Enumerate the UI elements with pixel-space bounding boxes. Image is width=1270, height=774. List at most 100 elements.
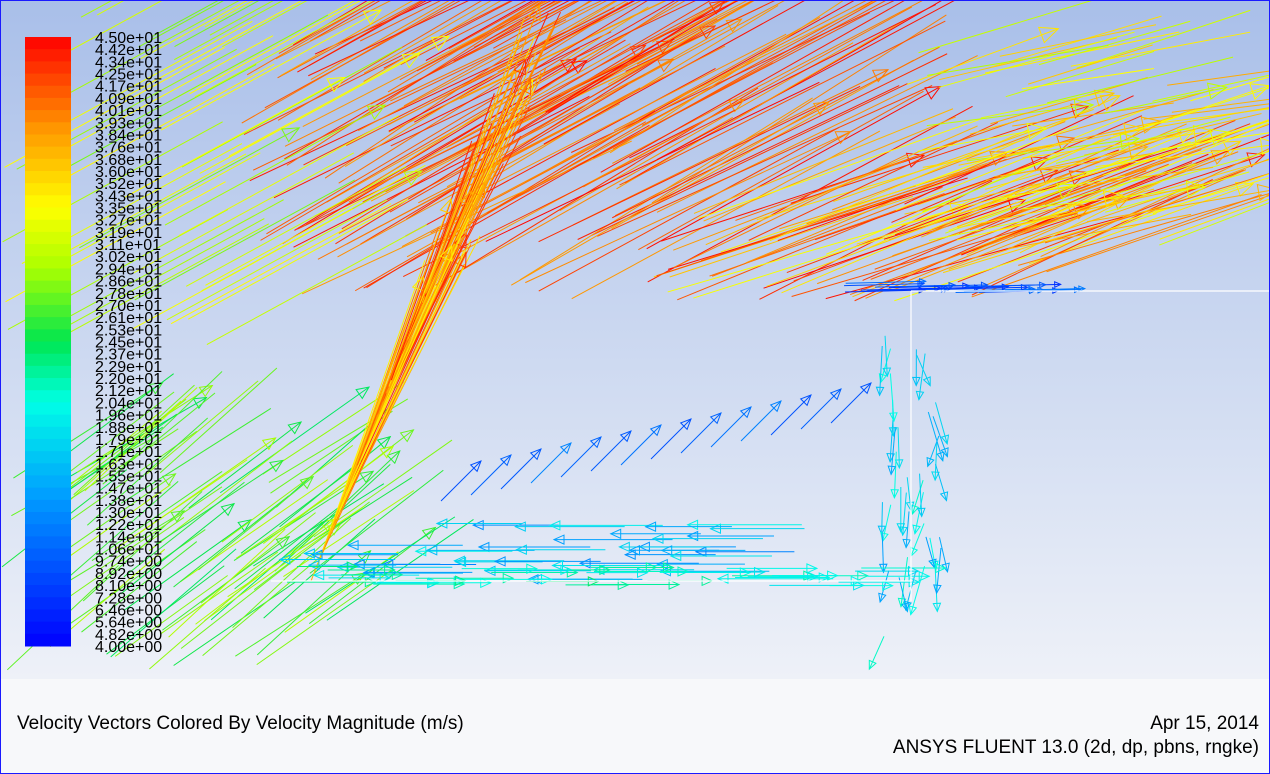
velocity-vector-head [940, 434, 950, 445]
velocity-vector-head [917, 280, 926, 288]
velocity-vector [198, 476, 314, 571]
velocity-vector [1053, 131, 1230, 183]
velocity-vector [326, 518, 474, 621]
colorbar-swatch [25, 402, 71, 416]
velocity-vector [938, 537, 948, 572]
velocity-vector [1055, 116, 1231, 164]
velocity-vector [363, 124, 650, 289]
velocity-vector [756, 139, 1025, 221]
velocity-vector [188, 421, 302, 509]
velocity-vector-head [376, 435, 392, 450]
velocity-vector [390, 1, 696, 147]
velocity-vector-head [346, 539, 359, 551]
velocity-vector-head [651, 533, 664, 544]
velocity-vector-head [708, 1, 726, 15]
velocity-vector [971, 179, 1213, 296]
velocity-vector [371, 163, 504, 429]
colorbar-tick-label: 2.04e+01 [95, 395, 162, 412]
velocity-vector [293, 95, 590, 248]
velocity-vector-head [469, 460, 482, 473]
colorbar-tick-label: 8.92e+00 [95, 566, 162, 583]
velocity-vector [366, 110, 656, 289]
velocity-vector-head [303, 548, 315, 559]
colorbar-tick-label: 3.60e+01 [95, 164, 162, 181]
colorbar-swatch [25, 451, 71, 464]
colorbar-tick-label: 3.19e+01 [95, 225, 162, 242]
velocity-vector-head [754, 566, 766, 578]
velocity-vector [421, 12, 549, 304]
velocity-vector [275, 1, 391, 60]
colorbar-tick-label: 1.71e+01 [95, 444, 162, 461]
velocity-vector [363, 1, 502, 82]
velocity-vector-head [656, 558, 668, 570]
velocity-vector [524, 17, 821, 183]
velocity-vector [705, 125, 978, 246]
colorbar-tick-label: 5.64e+00 [95, 615, 162, 632]
velocity-vector-head [660, 545, 673, 556]
colorbar-tick-label: 2.45e+01 [95, 335, 162, 352]
velocity-vector [232, 517, 352, 628]
velocity-vector [240, 462, 361, 554]
velocity-vector [1047, 56, 1234, 104]
colorbar-tick-label: 2.61e+01 [95, 310, 162, 327]
velocity-vector [918, 1, 1092, 54]
colorbar-swatch [25, 85, 71, 99]
velocity-vector [619, 20, 946, 186]
velocity-vector-head [935, 562, 947, 574]
velocity-vector-head [827, 570, 839, 581]
velocity-vector [253, 483, 385, 567]
velocity-vector-head [1054, 281, 1062, 288]
velocity-vector-head [1123, 123, 1145, 141]
colorbar-tick-label: 3.93e+01 [95, 115, 162, 132]
velocity-vector [545, 1, 728, 113]
velocity-vector-head [644, 521, 657, 532]
velocity-vector-head [1246, 152, 1266, 168]
velocity-vector [914, 492, 924, 534]
velocity-vector [530, 1, 648, 72]
colorbar-swatch [25, 572, 71, 586]
velocity-vector-head [421, 526, 437, 541]
velocity-vector [868, 636, 885, 670]
velocity-vector [891, 115, 1143, 223]
velocity-vector [448, 1, 559, 55]
velocity-vector [985, 132, 1182, 190]
velocity-vector-head [911, 376, 921, 387]
velocity-vector [430, 5, 541, 282]
velocity-vector-head [425, 545, 438, 556]
velocity-vector [205, 164, 426, 286]
velocity-vector [1013, 154, 1265, 238]
velocity-vector-head [1192, 125, 1214, 143]
colorbar-tick-label: 1.22e+01 [95, 517, 162, 534]
velocity-vector [656, 55, 978, 213]
velocity-vector-head [829, 388, 842, 401]
velocity-vector [935, 463, 947, 501]
velocity-vector-head [362, 9, 383, 25]
velocity-vector [370, 35, 690, 202]
velocity-vector [40, 152, 261, 274]
velocity-vector [509, 1, 679, 112]
velocity-vector [385, 18, 718, 193]
velocity-vector [530, 442, 572, 484]
colorbar-swatch [25, 110, 71, 123]
velocity-vector [766, 178, 1055, 287]
colorbar-tick-label: 4.82e+00 [95, 627, 162, 644]
velocity-vector [359, 1, 441, 42]
velocity-vector [901, 141, 1191, 226]
plot-title: Velocity Vectors Colored By Velocity Mag… [17, 713, 464, 734]
plot-date: Apr 15, 2014 [1150, 713, 1259, 734]
velocity-vector [206, 224, 428, 346]
velocity-vector-head [1039, 168, 1059, 184]
velocity-vector [874, 170, 1147, 270]
velocity-vector-head [799, 394, 812, 407]
velocity-vector-head [905, 152, 926, 168]
velocity-vector [470, 454, 512, 496]
velocity-vector [591, 83, 908, 236]
colorbar-tick-label: 3.76e+01 [95, 140, 162, 157]
velocity-vector [132, 208, 353, 330]
velocity-vector [710, 406, 752, 448]
velocity-vector-head [352, 558, 365, 570]
velocity-vector-head [1140, 116, 1162, 134]
velocity-vector-head [739, 406, 752, 419]
velocity-vector [492, 1, 753, 156]
velocity-vector-head [905, 501, 915, 512]
